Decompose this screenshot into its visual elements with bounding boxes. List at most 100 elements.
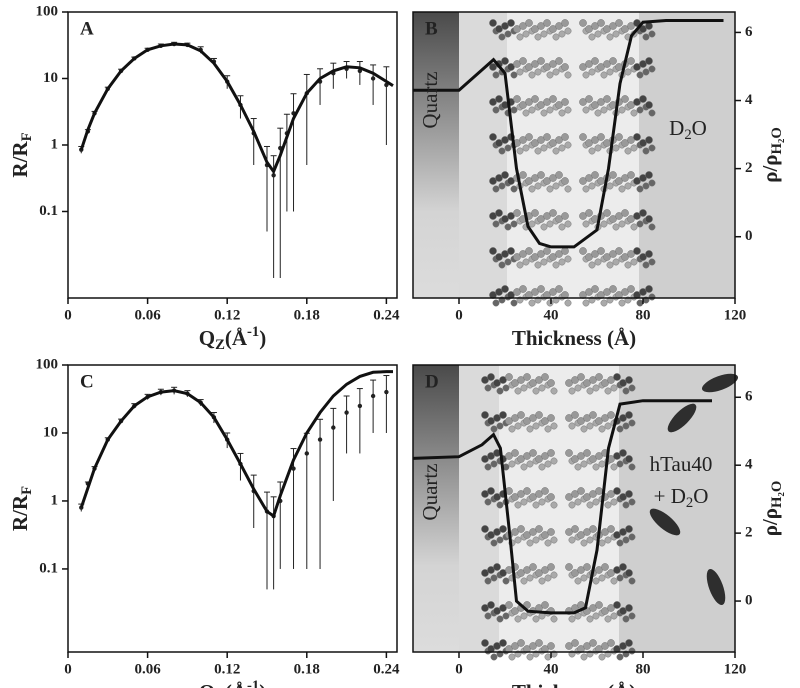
lipid-atom bbox=[597, 19, 605, 27]
lipid-atom bbox=[561, 133, 569, 141]
lipid-atom bbox=[586, 536, 594, 544]
lipid-atom bbox=[498, 147, 506, 155]
lipid-atom bbox=[546, 106, 554, 114]
lipid-atom bbox=[625, 455, 633, 463]
panel-label: A bbox=[80, 18, 94, 39]
lipid-atom bbox=[588, 33, 596, 41]
x-axis-label-part: -1 bbox=[247, 324, 259, 340]
lipid-atom bbox=[591, 57, 599, 65]
y-tick-label: 100 bbox=[36, 356, 59, 372]
lipid-atom bbox=[630, 258, 638, 266]
lipid-atom bbox=[627, 57, 635, 65]
lipid-atom bbox=[547, 414, 555, 422]
lipid-atom bbox=[496, 501, 504, 509]
annotation: Quartz bbox=[418, 463, 442, 520]
lipid-atom bbox=[522, 109, 530, 117]
lipid-atom bbox=[628, 384, 636, 392]
lipid-atom bbox=[516, 68, 524, 76]
plot-frame bbox=[412, 11, 736, 299]
lipid-atom bbox=[601, 563, 609, 571]
lipid-atom bbox=[534, 68, 542, 76]
lipid-atom bbox=[525, 247, 533, 255]
lipid-atom bbox=[552, 68, 560, 76]
data-point bbox=[304, 451, 309, 456]
lipid-atom bbox=[574, 577, 582, 585]
lipid-atom bbox=[586, 501, 594, 509]
lipid-atom bbox=[526, 653, 534, 661]
protein bbox=[649, 508, 681, 536]
lipid-atom bbox=[594, 109, 602, 117]
lipid-atom bbox=[591, 171, 599, 179]
lipid-atom bbox=[604, 422, 612, 430]
x-axis-label: QZ(Å-1) bbox=[199, 678, 267, 688]
lipid-atom bbox=[520, 577, 528, 585]
lipid-atom bbox=[628, 577, 636, 585]
y-tick-label: 1 bbox=[51, 136, 59, 152]
fit-line bbox=[412, 399, 712, 615]
x-tick-label: 0.24 bbox=[373, 661, 400, 677]
lipid-atom bbox=[616, 460, 624, 468]
lipid-atom bbox=[522, 258, 530, 266]
lipid-atom bbox=[642, 147, 650, 155]
lipid-atom bbox=[622, 422, 630, 430]
lipid-atom bbox=[501, 171, 509, 179]
x-tick-label: 0 bbox=[64, 307, 72, 323]
lipid-atom bbox=[532, 536, 540, 544]
lipid-atom bbox=[625, 490, 633, 498]
lipid-atom bbox=[514, 422, 522, 430]
lipid-atom bbox=[538, 463, 546, 471]
lipid-atom bbox=[591, 285, 599, 293]
lipid-atom bbox=[612, 144, 620, 152]
annotation-part: Quartz bbox=[418, 463, 442, 520]
lipid-atom bbox=[532, 387, 540, 395]
lipid-atom bbox=[547, 379, 555, 387]
lipid-atom bbox=[496, 387, 504, 395]
x-tick-label: 0.12 bbox=[214, 661, 240, 677]
lipid-atom bbox=[490, 574, 498, 582]
lipid-atom bbox=[484, 384, 492, 392]
data-point bbox=[370, 76, 376, 81]
annotation-part: O bbox=[693, 484, 708, 508]
annotation-part: Quartz bbox=[418, 71, 442, 128]
lipid-atom bbox=[514, 387, 522, 395]
panel-label: D bbox=[425, 371, 439, 392]
lipid-atom bbox=[604, 536, 612, 544]
lipid-atom bbox=[534, 182, 542, 190]
lipid-atom bbox=[498, 182, 506, 190]
x-axis-label: Thickness (Å) bbox=[512, 680, 636, 688]
lipid-atom bbox=[528, 299, 536, 307]
lipid-atom bbox=[541, 487, 549, 495]
data-point bbox=[344, 410, 349, 415]
x-tick-label: 0.18 bbox=[294, 307, 320, 323]
lipid-atom bbox=[648, 65, 656, 73]
lipid-atom bbox=[541, 373, 549, 381]
lipid-atom bbox=[642, 33, 650, 41]
lipid-atom bbox=[589, 525, 597, 533]
lipid-atom bbox=[484, 612, 492, 620]
fit-line bbox=[79, 42, 394, 175]
lipid-atom bbox=[595, 373, 603, 381]
lipid-atom bbox=[619, 563, 627, 571]
lipid-atom bbox=[645, 22, 653, 30]
lipid-atom bbox=[558, 30, 566, 38]
lipid-atom bbox=[564, 27, 572, 35]
lipid-atom bbox=[618, 299, 626, 307]
lipid-atom bbox=[516, 261, 524, 269]
lipid-atom bbox=[534, 261, 542, 269]
y-tick-label: 0.1 bbox=[39, 560, 58, 576]
lipid-atom bbox=[580, 539, 588, 547]
y-axis-label-part: H₂O bbox=[769, 481, 785, 508]
lipid-atom bbox=[627, 285, 635, 293]
lipid-atom bbox=[616, 574, 624, 582]
lipid-atom bbox=[610, 498, 618, 506]
lipid-atom bbox=[579, 19, 587, 27]
lipid-atom bbox=[564, 71, 572, 79]
lipid-atom bbox=[622, 615, 630, 623]
interface-region bbox=[459, 365, 499, 652]
lipid-atom bbox=[564, 141, 572, 149]
x-axis-label-part: (Å bbox=[225, 680, 248, 688]
lipid-atom bbox=[504, 144, 512, 152]
lipid-atom bbox=[628, 419, 636, 427]
lipid-atom bbox=[639, 95, 647, 103]
lipid-atom bbox=[571, 639, 579, 647]
